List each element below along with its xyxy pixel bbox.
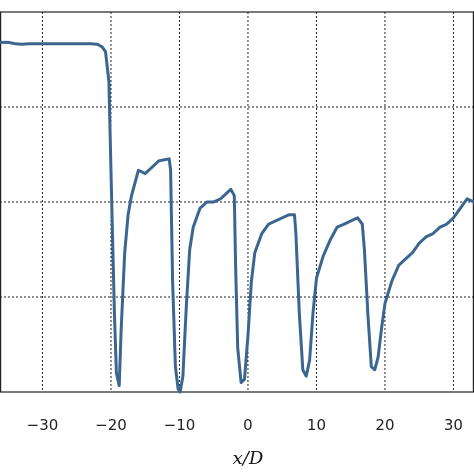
x-axis-label: x/D [233,448,264,469]
x-tick-label: 30 [444,416,463,434]
y-grid [0,11,474,298]
series-line [0,40,474,394]
x-tick-label: 0 [243,416,253,434]
x-tick-label: 20 [375,416,394,434]
x-tick-label: −20 [95,416,127,434]
x-tick-label: 10 [307,416,326,434]
x-tick-labels: −30 −20 −10 0 10 20 30 [27,416,463,434]
x-tick-label: −10 [164,416,196,434]
series-group [0,40,474,394]
x-tick-label: −30 [27,416,59,434]
